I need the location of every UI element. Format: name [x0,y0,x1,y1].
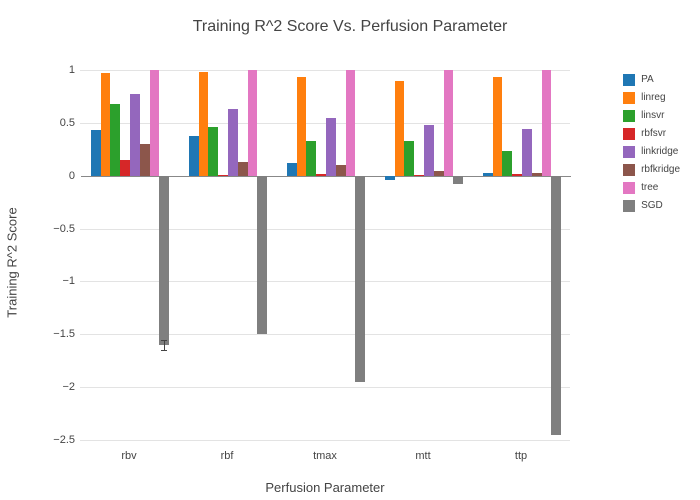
bar[interactable] [346,70,356,176]
bar[interactable] [316,174,326,176]
bar[interactable] [306,141,316,176]
y-tick: −1.5 [40,328,75,340]
bar[interactable] [257,176,267,335]
bar[interactable] [238,162,248,176]
x-tick: tmax [313,450,337,462]
legend-item[interactable]: linsvr [623,108,680,123]
zero-line [81,176,571,177]
legend-label: PA [641,74,654,85]
error-cap [161,350,167,351]
legend-label: linkridge [641,146,678,157]
bar[interactable] [404,141,414,176]
chart-title: Training R^2 Score Vs. Perfusion Paramet… [0,18,700,36]
bar[interactable] [189,136,199,176]
bar[interactable] [297,77,307,175]
bar[interactable] [248,70,258,176]
legend-swatch [623,92,635,104]
legend: PA linreg linsvr rbfsvr linkridge rbfkridge tr… [623,72,680,216]
error-cap [161,340,167,341]
bar[interactable] [483,173,493,176]
y-tick: −2.5 [40,434,75,446]
bar[interactable] [385,176,395,180]
bar[interactable] [395,81,405,176]
legend-item[interactable]: linkridge [623,144,680,159]
y-tick: −0.5 [40,223,75,235]
bar[interactable] [110,104,120,176]
y-tick: 0 [40,170,75,182]
legend-item[interactable]: linreg [623,90,680,105]
bar[interactable] [120,160,130,176]
bar[interactable] [159,176,169,345]
legend-label: tree [641,182,658,193]
legend-label: rbfkridge [641,164,680,175]
x-tick: rbf [221,450,234,462]
bar[interactable] [140,144,150,176]
legend-item[interactable]: rbfkridge [623,162,680,177]
bar[interactable] [502,151,512,175]
legend-swatch [623,200,635,212]
bar[interactable] [130,94,140,175]
chart-container: Training R^2 Score Vs. Perfusion Paramet… [0,0,700,500]
legend-label: linsvr [641,110,664,121]
legend-swatch [623,164,635,176]
bar[interactable] [150,70,160,176]
bar[interactable] [522,129,532,176]
bar[interactable] [414,175,424,176]
bar[interactable] [326,118,336,176]
bar[interactable] [424,125,434,176]
legend-swatch [623,74,635,86]
y-tick: 1 [40,64,75,76]
bar[interactable] [355,176,365,382]
bar[interactable] [228,109,238,176]
bar[interactable] [542,70,552,176]
x-axis-ticks: rbv rbf tmax mtt ttp [80,445,570,475]
bar[interactable] [512,174,522,176]
bar[interactable] [218,175,228,176]
legend-item[interactable]: rbfsvr [623,126,680,141]
legend-swatch [623,110,635,122]
bar[interactable] [434,171,444,175]
legend-label: linreg [641,92,665,103]
grid-line [80,440,570,441]
bar[interactable] [336,165,346,176]
x-tick: rbv [121,450,136,462]
bar[interactable] [91,130,101,175]
y-axis-label: Training R^2 Score [5,207,20,317]
bar[interactable] [551,176,561,435]
bar[interactable] [444,70,454,176]
y-tick: 0.5 [40,117,75,129]
legend-item[interactable]: tree [623,180,680,195]
legend-item[interactable]: SGD [623,198,680,213]
y-tick: −1 [40,275,75,287]
legend-item[interactable]: PA [623,72,680,87]
legend-label: rbfsvr [641,128,666,139]
legend-swatch [623,182,635,194]
y-tick: −2 [40,381,75,393]
x-tick: mtt [415,450,430,462]
bar[interactable] [532,173,542,176]
bar[interactable] [287,163,297,176]
legend-label: SGD [641,200,663,211]
error-bar [164,340,165,351]
bar[interactable] [493,77,503,175]
bar[interactable] [453,176,463,184]
plot-area [80,70,571,440]
x-tick: ttp [515,450,527,462]
bar[interactable] [208,127,218,176]
bar[interactable] [199,72,209,176]
bar[interactable] [101,73,111,176]
x-axis-label: Perfusion Parameter [80,480,570,495]
legend-swatch [623,128,635,140]
legend-swatch [623,146,635,158]
